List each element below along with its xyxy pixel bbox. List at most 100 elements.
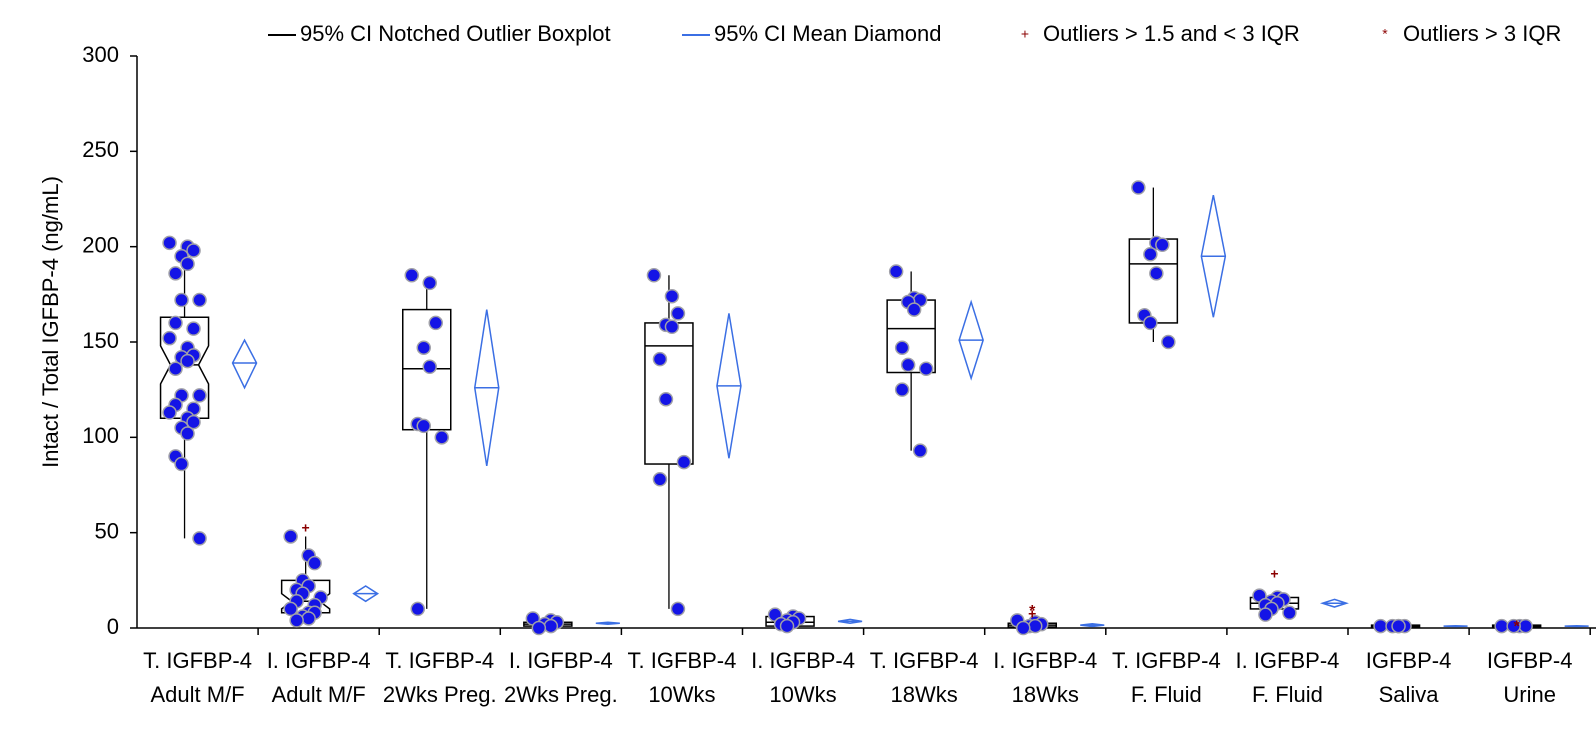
- data-point: [283, 601, 298, 617]
- data-point: [1028, 618, 1043, 634]
- mean-diamond: [716, 313, 742, 459]
- mean-diamond: [473, 309, 500, 467]
- mean-diamond: [1564, 624, 1589, 628]
- data-point: [531, 620, 547, 636]
- x-tick-label: Adult M/F: [150, 682, 244, 707]
- data-point: [894, 382, 910, 397]
- x-tick-label: T. IGFBP-4: [143, 648, 252, 673]
- x-tick-label: Saliva: [1379, 682, 1440, 707]
- x-tick-label: Adult M/F: [272, 682, 366, 707]
- data-point: [186, 243, 201, 258]
- data-point: [192, 531, 207, 546]
- data-point: [180, 353, 195, 369]
- data-point: [174, 456, 189, 472]
- outlier-mild: +: [1028, 605, 1036, 621]
- data-point: [1143, 247, 1158, 262]
- mean-diamond: [1443, 624, 1468, 628]
- y-tick-label: 300: [82, 42, 119, 67]
- data-point: [670, 306, 686, 321]
- x-tick-label: T. IGFBP-4: [1112, 648, 1221, 673]
- x-tick-label: I. IGFBP-4: [267, 648, 371, 673]
- y-tick-label: 100: [82, 423, 119, 448]
- data-point: [289, 613, 304, 628]
- x-tick-label: T. IGFBP-4: [870, 648, 979, 673]
- x-tick-label: T. IGFBP-4: [385, 648, 494, 673]
- data-point: [404, 268, 419, 283]
- x-tick-label: I. IGFBP-4: [993, 648, 1097, 673]
- data-point: [422, 275, 437, 291]
- data-point: [162, 235, 177, 251]
- data-point: [664, 288, 680, 304]
- x-tick-label: 18Wks: [1012, 682, 1079, 707]
- x-tick-label: IGFBP-4: [1366, 648, 1452, 673]
- outlier-mild: +: [302, 520, 310, 536]
- data-point: [906, 302, 922, 317]
- data-point: [1149, 266, 1164, 281]
- data-point: [307, 555, 322, 571]
- data-point: [434, 430, 449, 445]
- x-tick-label: 18Wks: [891, 682, 958, 707]
- data-point: [543, 618, 559, 634]
- mean-diamond: [352, 585, 380, 603]
- data-point: [162, 405, 177, 420]
- x-tick-label: Urine: [1503, 682, 1556, 707]
- legend-label: Outliers > 1.5 and < 3 IQR: [1043, 21, 1300, 46]
- mean-diamond: [231, 338, 258, 390]
- data-point: [186, 414, 201, 430]
- data-point: [1143, 315, 1158, 331]
- mean-diamond: [958, 299, 984, 381]
- data-point: [1391, 618, 1406, 634]
- data-point: [301, 611, 316, 626]
- x-tick-label: 10Wks: [769, 682, 836, 707]
- y-tick-label: 250: [82, 137, 119, 162]
- data-point: [918, 361, 934, 376]
- x-tick-label: T. IGFBP-4: [628, 648, 737, 673]
- box: [280, 579, 331, 614]
- legend-label: 95% CI Mean Diamond: [714, 21, 941, 46]
- data-point: [1494, 618, 1509, 634]
- data-point: [283, 529, 298, 544]
- legend-label: Outliers > 3 IQR: [1403, 21, 1561, 46]
- data-point: [180, 256, 195, 272]
- data-point: [652, 472, 668, 487]
- data-point: [180, 426, 195, 441]
- data-point: [1161, 334, 1176, 350]
- data-point: [192, 388, 207, 403]
- data-point: [676, 454, 692, 470]
- data-point: [1258, 607, 1273, 622]
- x-tick-label: F. Fluid: [1131, 682, 1202, 707]
- x-tick-label: 2Wks Preg.: [504, 682, 618, 707]
- y-tick-label: 150: [82, 328, 119, 353]
- x-tick-label: 10Wks: [648, 682, 715, 707]
- mean-diamond: [837, 618, 863, 624]
- data-point: [1131, 180, 1146, 195]
- data-point: [658, 391, 674, 407]
- y-tick-label: 0: [107, 614, 119, 639]
- x-tick-label: I. IGFBP-4: [1235, 648, 1339, 673]
- data-point: [888, 264, 904, 279]
- data-point: [664, 319, 680, 334]
- legend-label: 95% CI Notched Outlier Boxplot: [300, 21, 611, 46]
- y-axis-label: Intact / Total IGFBP-4 (ng/mL): [38, 176, 63, 468]
- data-point: [168, 361, 183, 376]
- mean-diamond: [1319, 598, 1349, 608]
- data-point: [168, 266, 183, 281]
- data-point: [670, 601, 686, 617]
- data-point: [1506, 618, 1521, 634]
- outlier-mild: +: [1270, 565, 1278, 581]
- legend-swatch: +: [1021, 26, 1029, 42]
- x-tick-label: IGFBP-4: [1487, 648, 1573, 673]
- data-point: [1518, 618, 1533, 634]
- data-point: [174, 292, 189, 308]
- data-point: [428, 315, 443, 331]
- data-point: [1016, 620, 1031, 636]
- data-point: [646, 268, 662, 283]
- data-point: [168, 315, 183, 331]
- data-point: [186, 321, 201, 336]
- data-point: [1373, 618, 1388, 634]
- data-point: [422, 359, 437, 375]
- data-point: [900, 357, 916, 373]
- x-tick-label: I. IGFBP-4: [751, 648, 855, 673]
- data-point: [162, 330, 177, 346]
- x-tick-label: F. Fluid: [1252, 682, 1323, 707]
